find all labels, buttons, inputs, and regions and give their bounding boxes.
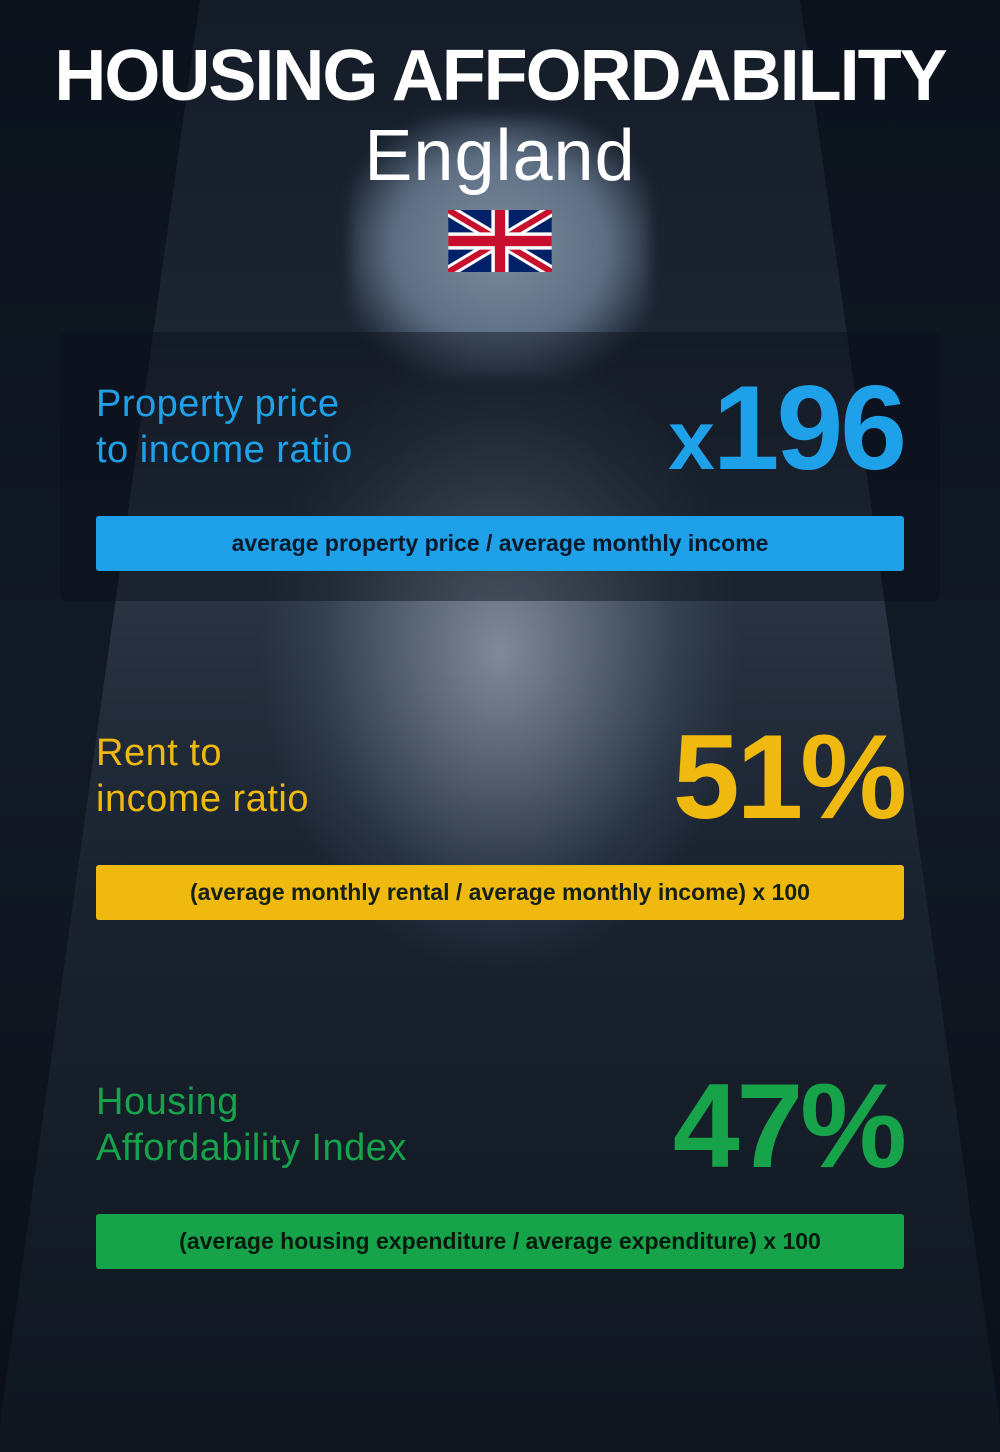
metric-formula: average property price / average monthly… (96, 516, 904, 571)
metric-formula: (average housing expenditure / average e… (96, 1214, 904, 1269)
metric-row: HousingAffordability Index 47% (96, 1066, 904, 1186)
metric-card-price-income: Property priceto income ratio x196 average… (60, 332, 940, 601)
metric-label: HousingAffordability Index (96, 1080, 407, 1171)
page-title: HOUSING AFFORDABILITY (50, 40, 950, 112)
metric-value-prefix: x (668, 393, 713, 487)
page-subtitle: England (50, 120, 950, 192)
metric-value: x196 (668, 368, 904, 488)
metric-card-rent-income: Rent toincome ratio 51% (average monthly r… (60, 681, 940, 950)
metric-label: Rent toincome ratio (96, 731, 309, 822)
metric-value: 51% (673, 717, 904, 837)
metric-card-affordability-index: HousingAffordability Index 47% (average ho… (60, 1030, 940, 1299)
metric-formula: (average monthly rental / average monthl… (96, 865, 904, 920)
infographic-page: HOUSING AFFORDABILITY England Property p… (0, 0, 1000, 1452)
metric-value: 47% (673, 1066, 904, 1186)
metric-value-number: 51% (673, 710, 904, 844)
metric-label: Property priceto income ratio (96, 382, 353, 473)
metric-value-number: 196 (713, 361, 904, 495)
header-block: HOUSING AFFORDABILITY England (50, 40, 950, 272)
uk-flag-icon (448, 210, 552, 272)
flag-container (50, 210, 950, 272)
metric-value-number: 47% (673, 1059, 904, 1193)
metric-row: Rent toincome ratio 51% (96, 717, 904, 837)
metric-row: Property priceto income ratio x196 (96, 368, 904, 488)
metrics-container: Property priceto income ratio x196 average… (50, 332, 950, 1299)
